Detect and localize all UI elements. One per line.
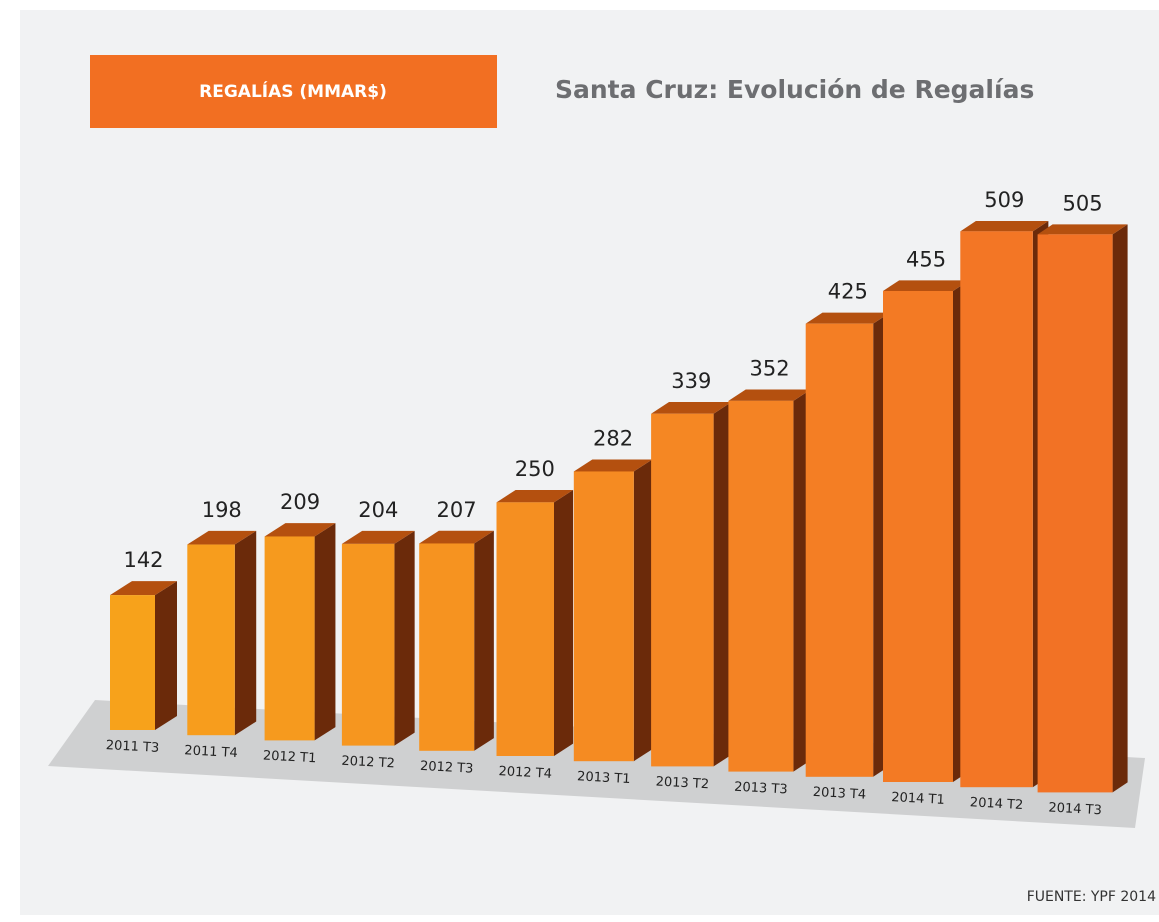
bar-top xyxy=(651,402,732,414)
value-label: 209 xyxy=(280,490,320,514)
x-tick-label: 2013 T4 xyxy=(812,785,866,803)
bar-side xyxy=(474,530,494,751)
value-label: 198 xyxy=(202,498,242,522)
x-tick-label: 2012 T1 xyxy=(263,749,317,767)
bar-side xyxy=(554,490,574,756)
bar xyxy=(728,400,794,772)
bar-side xyxy=(155,581,177,730)
badge xyxy=(90,55,497,128)
value-label: 425 xyxy=(828,280,868,304)
x-tick-label: 2011 T4 xyxy=(184,743,238,761)
bar-top xyxy=(341,530,415,544)
x-tick-label: 2013 T2 xyxy=(655,775,709,793)
bar xyxy=(187,544,235,736)
bar-top xyxy=(187,530,257,545)
value-label: 339 xyxy=(671,369,711,393)
bar xyxy=(883,290,953,782)
value-label: 207 xyxy=(436,498,476,522)
bar-top xyxy=(110,581,177,596)
bar-side xyxy=(633,459,653,762)
bar-top xyxy=(805,312,890,324)
badge-label: REGALÍAS (MMAR$) xyxy=(199,80,387,102)
x-tick-label: 2014 T1 xyxy=(891,790,945,808)
bar xyxy=(264,536,315,741)
bar xyxy=(960,231,1033,788)
bar xyxy=(805,323,874,777)
bar-side xyxy=(314,523,336,741)
bar-top xyxy=(883,280,970,291)
value-label: 204 xyxy=(358,498,398,522)
bar-side xyxy=(713,402,732,767)
chart-title: Santa Cruz: Evolución de Regalías xyxy=(555,75,1034,104)
bar-side xyxy=(1112,224,1128,793)
bar-top xyxy=(419,530,494,544)
bar-top xyxy=(728,389,811,401)
value-label: 455 xyxy=(906,247,946,271)
bar-top xyxy=(960,220,1049,232)
value-label: 250 xyxy=(515,457,555,481)
x-tick-label: 2014 T2 xyxy=(969,795,1023,813)
bar xyxy=(651,413,714,767)
bar-top xyxy=(573,459,653,472)
source: FUENTE: YPF 2014 xyxy=(1027,889,1156,905)
bar xyxy=(573,471,634,762)
x-tick-label: 2014 T3 xyxy=(1048,801,1102,819)
bar-side xyxy=(394,530,415,746)
value-label: 352 xyxy=(750,356,790,380)
x-tick-label: 2012 T3 xyxy=(420,759,474,777)
bar-side xyxy=(234,530,257,736)
bar-top xyxy=(1037,224,1128,235)
x-tick-label: 2013 T1 xyxy=(577,769,631,787)
bar xyxy=(110,595,155,730)
bar xyxy=(496,502,554,756)
value-label: 282 xyxy=(593,426,633,450)
x-tick-label: 2012 T4 xyxy=(498,764,552,782)
bar xyxy=(1037,234,1113,793)
bar-top xyxy=(264,523,336,537)
x-tick-label: 2013 T3 xyxy=(734,780,788,798)
x-tick-label: 2012 T2 xyxy=(341,754,395,772)
value-label: 505 xyxy=(1063,191,1103,215)
value-label: 142 xyxy=(123,548,163,572)
value-label: 509 xyxy=(984,188,1024,212)
bar xyxy=(419,543,475,751)
bar-top xyxy=(496,490,574,503)
bar xyxy=(341,543,395,746)
x-tick-label: 2011 T3 xyxy=(105,738,159,756)
